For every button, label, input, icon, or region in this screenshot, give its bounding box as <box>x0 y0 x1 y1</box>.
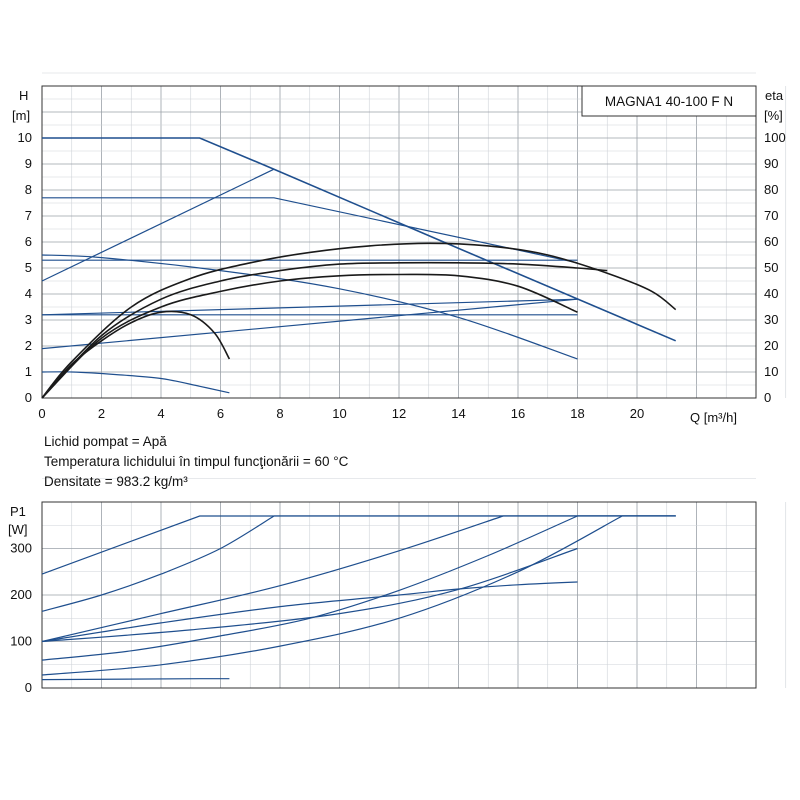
x-axis-label: Q [m³/h] <box>690 410 737 425</box>
x-tick-label: 6 <box>217 406 224 421</box>
y-tick-label: 5 <box>25 260 32 275</box>
system-curve <box>41 298 578 350</box>
y2-tick-label: 90 <box>764 156 778 171</box>
y-tick-label: 3 <box>25 312 32 327</box>
efficiency-curve <box>41 273 578 399</box>
chart-title: MAGNA1 40-100 F N <box>605 94 733 109</box>
power-curve <box>41 515 504 643</box>
y2-tick-label: 20 <box>764 338 778 353</box>
power-curve <box>41 581 578 643</box>
y2-tick-label: 30 <box>764 312 778 327</box>
y-tick-label: 7 <box>25 208 32 223</box>
x-tick-label: 2 <box>98 406 105 421</box>
y-axis-label: P1 <box>10 504 26 519</box>
power-curve <box>41 515 275 612</box>
y-tick-label: 6 <box>25 234 32 249</box>
y-tick-label: 8 <box>25 182 32 197</box>
head-curve <box>42 137 677 342</box>
system-curve <box>41 298 578 316</box>
x-tick-label: 4 <box>157 406 164 421</box>
efficiency-curve <box>41 242 677 399</box>
y2-tick-label: 0 <box>764 390 771 405</box>
y2-axis-unit: [%] <box>764 108 783 123</box>
fluid-info-liquid: Lichid pompat = Apă <box>44 434 167 449</box>
head-curve <box>42 197 578 264</box>
power-curve <box>41 515 676 575</box>
x-tick-label: 12 <box>392 406 406 421</box>
y2-tick-label: 100 <box>764 130 786 145</box>
y2-tick-label: 60 <box>764 234 778 249</box>
y-axis-unit: [m] <box>12 108 30 123</box>
y2-tick-label: 80 <box>764 182 778 197</box>
y-tick-label: 10 <box>18 130 32 145</box>
y-tick-label: 9 <box>25 156 32 171</box>
y2-axis-label: eta <box>765 88 784 103</box>
y2-tick-label: 40 <box>764 286 778 301</box>
x-tick-label: 10 <box>332 406 346 421</box>
plot-frame <box>41 85 757 399</box>
y2-tick-label: 70 <box>764 208 778 223</box>
y-tick-label: 4 <box>25 286 32 301</box>
y2-tick-label: 50 <box>764 260 778 275</box>
y-tick-label: 100 <box>10 634 32 649</box>
y-axis-unit: [W] <box>8 522 28 537</box>
y-tick-label: 2 <box>25 338 32 353</box>
y2-tick-label: 10 <box>764 364 778 379</box>
y-axis-label: H <box>19 88 28 103</box>
y-tick-label: 0 <box>25 680 32 695</box>
x-tick-label: 20 <box>630 406 644 421</box>
x-tick-label: 0 <box>38 406 45 421</box>
y-tick-label: 1 <box>25 364 32 379</box>
efficiency-curve <box>41 310 231 399</box>
power-chart: 0 100 200 300 P1 [W] <box>8 478 787 695</box>
x-tick-label: 14 <box>451 406 465 421</box>
power-curve <box>41 515 623 676</box>
x-tick-label: 18 <box>570 406 584 421</box>
fluid-info-density: Densitate = 983.2 kg/m³ <box>44 474 188 489</box>
power-curve <box>41 547 578 643</box>
y-tick-label: 300 <box>10 541 32 556</box>
efficiency-curve <box>41 261 608 399</box>
head-curve <box>41 254 578 360</box>
y-tick-label: 200 <box>10 587 32 602</box>
head-curve <box>41 371 230 394</box>
y-tick-label: 0 <box>25 390 32 405</box>
power-curve <box>41 515 578 661</box>
system-curve <box>41 168 275 282</box>
x-tick-label: 8 <box>276 406 283 421</box>
fluid-info-temperature: Temperatura lichidului în timpul funcţio… <box>44 454 349 469</box>
fluid-info: Lichid pompat = Apă Temperatura lichidul… <box>44 432 348 492</box>
power-curve <box>41 678 230 681</box>
model-label-box <box>581 85 757 117</box>
plot-frame <box>41 501 757 689</box>
x-tick-label: 16 <box>511 406 525 421</box>
